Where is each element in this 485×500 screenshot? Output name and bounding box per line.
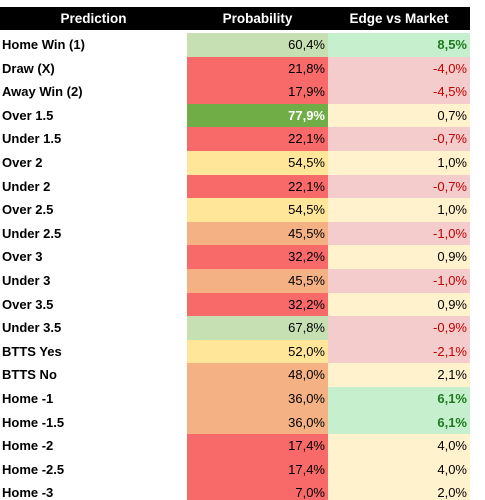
prediction-label: Over 3 [2, 249, 43, 265]
prediction-label: Under 3 [2, 273, 51, 288]
edge-cell: -2,1% [328, 339, 470, 364]
edge-cell: -1,0% [328, 221, 470, 246]
prediction-label: Under 1.5 [2, 131, 62, 147]
prediction-label: Over 3.5 [2, 296, 54, 312]
probability-cell: 17,4% [187, 457, 328, 482]
probability-cell: 32,2% [187, 292, 328, 317]
prediction-label: Home -2 [2, 438, 54, 454]
edge-cell: -4,5% [328, 80, 470, 104]
prediction-label: Under 2 [2, 178, 51, 194]
prediction-label: Over 2.5 [2, 202, 54, 218]
prediction-label: Away Win (2) [2, 84, 83, 100]
edge-cell: -0,9% [328, 316, 470, 340]
edge-cell: 2,1% [328, 363, 470, 387]
prediction-label: Over 2 [2, 155, 43, 170]
probability-cell: 32,2% [187, 245, 328, 269]
edge-cell: 4,0% [328, 457, 470, 482]
probability-cell: 45,5% [187, 269, 328, 293]
edge-cell: -0,7% [328, 174, 470, 199]
prediction-label: Home -2.5 [2, 461, 65, 477]
edge-cell: 8,5% [328, 33, 470, 57]
probability-cell: 60,4% [187, 33, 328, 57]
probability-cell: 17,4% [187, 434, 328, 458]
prediction-label: Over 1.5 [2, 107, 54, 123]
prediction-label: Home -3 [2, 485, 54, 500]
prediction-label: Home Win (1) [2, 37, 85, 52]
edge-cell: -1,0% [328, 269, 470, 293]
header-cell: Probability [187, 7, 328, 30]
probability-cell: 77,9% [187, 103, 328, 128]
prediction-label: BTTS Yes [2, 343, 62, 359]
prediction-label: Home -1 [2, 391, 54, 406]
probability-cell: 67,8% [187, 316, 328, 340]
edge-cell: 1,0% [328, 198, 470, 222]
probability-cell: 36,0% [187, 387, 328, 411]
edge-cell: 4,0% [328, 434, 470, 458]
header-cell: Edge vs Market [328, 7, 470, 30]
prediction-label: Home -1.5 [2, 414, 65, 430]
edge-cell: 0,9% [328, 292, 470, 317]
edge-cell: -0,7% [328, 127, 470, 151]
probability-cell: 54,5% [187, 198, 328, 222]
prediction-label: Under 3.5 [2, 320, 62, 336]
prediction-label: Under 2.5 [2, 225, 62, 241]
probability-cell: 48,0% [187, 363, 328, 387]
probability-cell: 17,9% [187, 80, 328, 104]
probability-cell: 22,1% [187, 127, 328, 151]
edge-cell: 1,0% [328, 151, 470, 175]
probability-cell: 54,5% [187, 151, 328, 175]
probability-cell: 45,5% [187, 221, 328, 246]
edge-cell: 0,9% [328, 245, 470, 269]
probability-cell: 22,1% [187, 174, 328, 199]
edge-cell: 2,0% [328, 481, 470, 500]
probability-cell: 21,8% [187, 56, 328, 81]
edge-cell: 0,7% [328, 103, 470, 128]
header-cell: Prediction [0, 7, 187, 30]
probability-cell: 52,0% [187, 339, 328, 364]
edge-cell: 6,1% [328, 387, 470, 411]
edge-cell: -4,0% [328, 56, 470, 81]
prediction-label: Draw (X) [2, 60, 55, 76]
edge-cell: 6,1% [328, 410, 470, 435]
prediction-label: BTTS No [2, 367, 57, 383]
probability-cell: 7,0% [187, 481, 328, 500]
probability-cell: 36,0% [187, 410, 328, 435]
